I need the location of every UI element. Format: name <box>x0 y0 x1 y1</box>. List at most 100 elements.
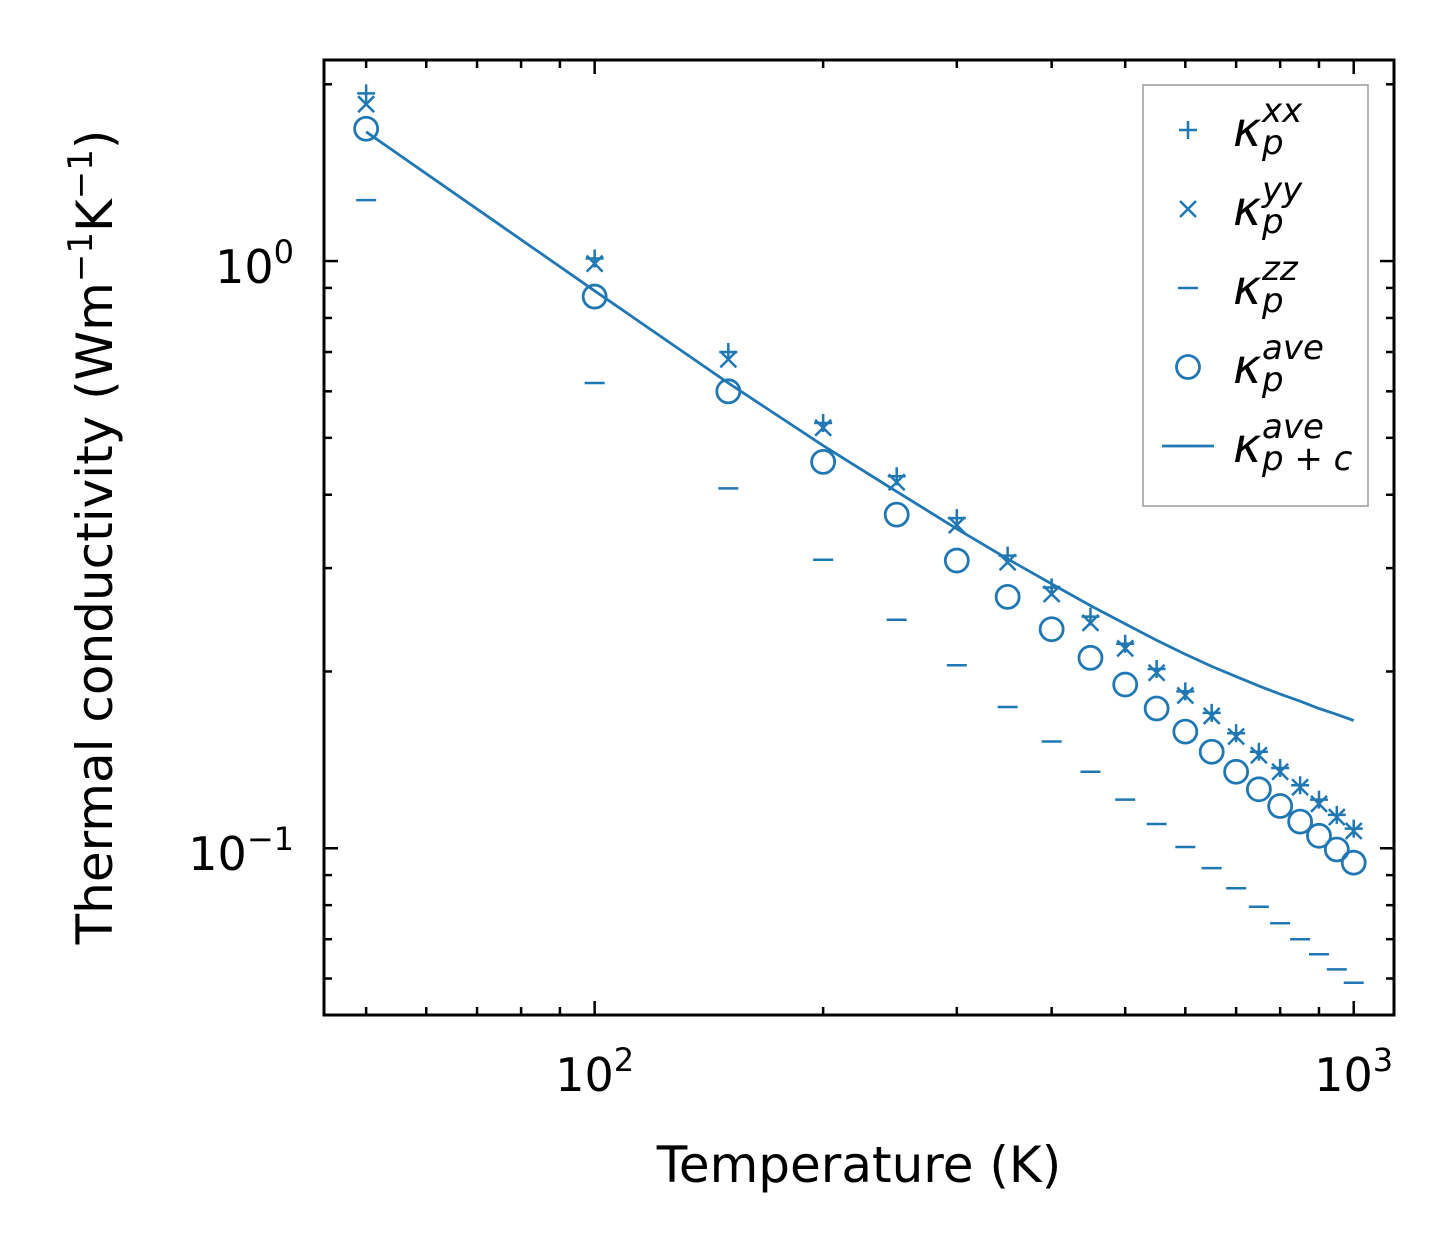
y-tick-label-base: 10 <box>215 240 274 294</box>
series-circle <box>353 115 1367 876</box>
data-point-x <box>1249 746 1268 765</box>
data-point-plus <box>1227 724 1246 743</box>
data-point-x <box>1227 727 1246 746</box>
x-tick-label: 103 <box>1314 1041 1393 1102</box>
data-point-circle <box>810 448 837 475</box>
data-point-x <box>357 95 376 114</box>
data-point-x <box>1271 762 1290 781</box>
legend-label-sup: xx <box>1261 91 1303 131</box>
legend-label-sub: p <box>1261 202 1284 242</box>
x-tick-label-exp: 3 <box>1373 1041 1393 1079</box>
data-point-circle <box>581 283 608 310</box>
y-tick-label-exp: −1 <box>247 820 294 858</box>
data-point-plus <box>357 84 376 103</box>
data-point-x <box>1042 585 1061 603</box>
y-tick-label-exp: 0 <box>274 233 294 271</box>
data-point-x <box>719 350 738 369</box>
data-point-circle <box>1323 836 1350 863</box>
y-axis-label-exp1: −1 <box>61 232 101 282</box>
data-point-plus <box>1147 659 1166 678</box>
data-point-circle <box>883 501 910 528</box>
data-point-x <box>1202 707 1221 725</box>
data-point-x <box>1176 686 1195 705</box>
data-point-x <box>814 418 833 437</box>
legend-label-base: κ <box>1233 260 1262 316</box>
y-axis-label-mid: K <box>66 198 124 232</box>
y-axis-label-prefix: Thermal conductivity (Wm <box>66 282 124 945</box>
data-point-circle <box>1267 793 1294 819</box>
data-point-plus <box>1344 819 1363 838</box>
data-point-circle <box>1306 822 1332 849</box>
data-point-plus <box>1176 682 1195 701</box>
data-point-plus <box>1291 776 1310 795</box>
data-point-circle <box>1172 718 1199 745</box>
y-axis-label-exp2: −1 <box>61 149 101 199</box>
data-point-plus <box>1327 805 1346 824</box>
legend-label: κave p + c <box>1233 407 1353 479</box>
legend-label-sup: zz <box>1261 249 1299 289</box>
series-line <box>365 130 1355 722</box>
legend-label-sup: ave <box>1262 407 1324 447</box>
legend-label-base: κ <box>1233 102 1262 158</box>
series-line <box>365 130 1355 722</box>
data-point-x <box>1327 808 1346 826</box>
legend-handle-circle <box>1175 354 1201 380</box>
legend-box <box>1142 84 1369 507</box>
data-point-x <box>1310 794 1328 813</box>
data-point-circle <box>1340 849 1367 876</box>
x-tick-label-exp: 2 <box>614 1041 634 1079</box>
legend-label-base: κ <box>1233 339 1262 395</box>
data-point-circle <box>1077 644 1104 671</box>
data-point-circle <box>1143 695 1170 722</box>
legend-label-sup: yy <box>1261 170 1303 210</box>
legend-label-sup: ave <box>1262 328 1324 368</box>
data-point-x <box>1116 639 1135 658</box>
x-axis-label: Temperature (K) <box>656 1136 1061 1194</box>
legend-handle-x <box>1179 200 1197 218</box>
y-tick-label-base: 10 <box>188 827 247 881</box>
y-tick-label: 10−1 <box>188 820 294 881</box>
legend-label-sub: p <box>1261 281 1284 321</box>
legend-label: κxx p <box>1233 91 1303 163</box>
data-point-x <box>1081 613 1100 632</box>
legend-handle-plus <box>1179 121 1197 139</box>
data-point-x <box>1147 663 1166 682</box>
data-point-x <box>1291 778 1310 797</box>
x-tick-label: 102 <box>555 1041 634 1102</box>
data-point-plus <box>1249 742 1268 761</box>
chart-marks <box>353 84 1367 985</box>
y-tick-label: 100 <box>215 233 294 294</box>
data-point-circle <box>1287 808 1314 835</box>
legend-label-sub: p <box>1261 123 1284 163</box>
data-point-plus <box>1271 758 1290 777</box>
series-x <box>357 95 1363 840</box>
x-tick-label-base: 10 <box>555 1048 614 1102</box>
data-point-x <box>585 254 604 273</box>
legend-label: κave p <box>1233 328 1324 400</box>
legend-label-base: κ <box>1233 418 1262 474</box>
legend-label: κzz p <box>1233 249 1299 321</box>
y-axis-label-suffix: ) <box>66 130 124 150</box>
plot-frame <box>322 58 1396 1017</box>
y-axis-label: Thermal conductivity (Wm−1K−1) <box>61 130 124 946</box>
legend-label-sub: p <box>1261 360 1284 400</box>
data-point-x <box>1344 822 1363 840</box>
data-point-circle <box>994 583 1021 610</box>
data-point-circle <box>353 115 380 142</box>
data-point-circle <box>943 547 970 574</box>
legend-label-base: κ <box>1233 181 1262 237</box>
data-point-circle <box>1223 758 1250 785</box>
x-tick-label-base: 10 <box>1314 1048 1373 1102</box>
data-point-plus <box>1202 703 1221 722</box>
data-point-circle <box>1112 671 1139 698</box>
data-point-circle <box>1198 738 1225 765</box>
data-point-circle <box>1245 776 1272 803</box>
legend-label: κyy p <box>1233 170 1303 242</box>
legend-label-sub: p + c <box>1261 439 1353 479</box>
series-hline <box>356 198 1364 985</box>
data-point-circle <box>1038 616 1065 643</box>
